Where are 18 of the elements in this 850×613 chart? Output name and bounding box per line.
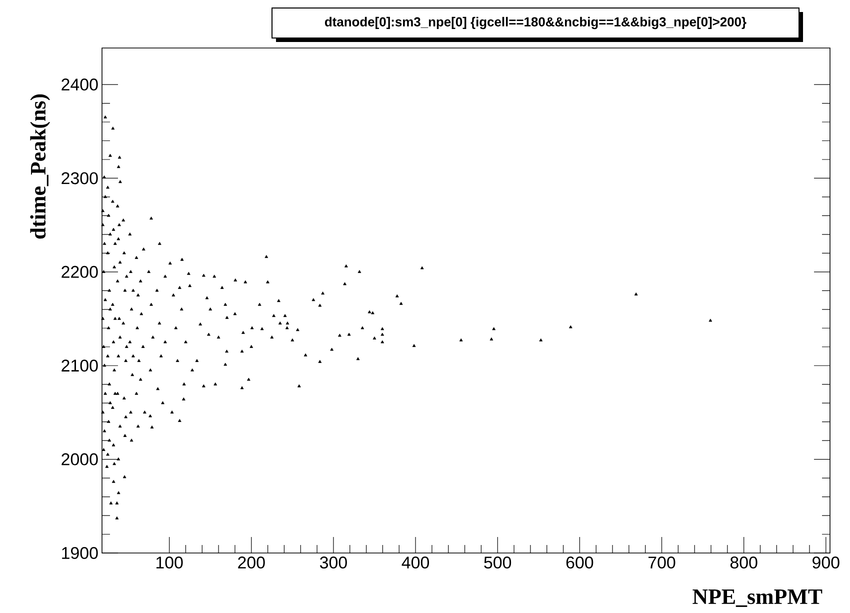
x-tick-label: 400 — [402, 556, 429, 569]
x-tick-label: 600 — [566, 556, 594, 569]
y-tick-label: 2000 — [62, 453, 98, 466]
y-tick-label: 2100 — [62, 360, 98, 372]
chart-title: dtanode[0]:sm3_npe[0] {igcell==180&&ncbig==1&&big3_npe[0]>200} — [324, 16, 746, 30]
y-tick-label: 2400 — [62, 78, 98, 91]
x-tick-label: 800 — [730, 556, 758, 569]
x-tick-label: 900 — [812, 556, 840, 569]
x-axis-title: NPE_smPMT — [692, 590, 822, 607]
y-tick-label: 2200 — [62, 266, 98, 278]
x-tick-label: 100 — [156, 556, 183, 569]
x-tick-label: 500 — [484, 556, 512, 569]
x-tick-label: 700 — [648, 556, 676, 569]
x-tick-label: 300 — [320, 556, 347, 569]
y-tick-label: 2300 — [62, 172, 98, 184]
y-tick-label: 1900 — [62, 547, 98, 559]
y-axis-title: dtime_Peak(ns) — [30, 94, 50, 239]
x-tick-label: 200 — [238, 556, 265, 569]
